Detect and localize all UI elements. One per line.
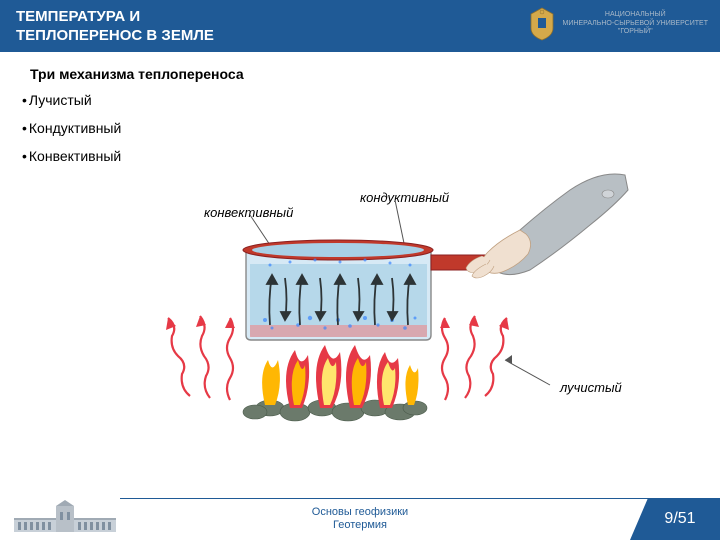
footer-divider — [120, 498, 720, 499]
slide-title: ТЕМПЕРАТУРА И ТЕПЛОПЕРЕНОС В ЗЕМЛЕ — [16, 7, 214, 46]
university-name: НАЦИОНАЛЬНЫЙ МИНЕРАЛЬНО-СЫРЬЕВОЙ УНИВЕРС… — [563, 11, 708, 36]
page-number-badge: 9/51 — [630, 498, 720, 540]
page-number: 9/51 — [664, 510, 695, 528]
content-area: Три механизма теплопереноса Лучистый Кон… — [0, 52, 720, 164]
hand — [466, 174, 628, 278]
list-item: Кондуктивный — [22, 120, 698, 136]
building-icon — [10, 498, 120, 536]
flames — [262, 345, 418, 408]
university-crest-icon — [527, 6, 557, 42]
footer-course: Основы геофизики Геотермия — [312, 506, 408, 532]
title-line2: ТЕПЛОПЕРЕНОС В ЗЕМЛЕ — [16, 27, 214, 44]
subtitle: Три механизма теплопереноса — [30, 66, 698, 82]
list-item: Лучистый — [22, 92, 698, 108]
pot — [243, 240, 500, 340]
slide-header: ТЕМПЕРАТУРА И ТЕПЛОПЕРЕНОС В ЗЕМЛЕ НАЦИО… — [0, 0, 720, 52]
heat-transfer-diagram — [150, 160, 630, 460]
mechanism-list: Лучистый Кондуктивный Конвективный — [22, 92, 698, 164]
slide-footer: Основы геофизики Геотермия 9/51 — [0, 498, 720, 540]
title-line1: ТЕМПЕРАТУРА И — [16, 8, 140, 25]
university-block: НАЦИОНАЛЬНЫЙ МИНЕРАЛЬНО-СЫРЬЕВОЙ УНИВЕРС… — [527, 6, 708, 42]
